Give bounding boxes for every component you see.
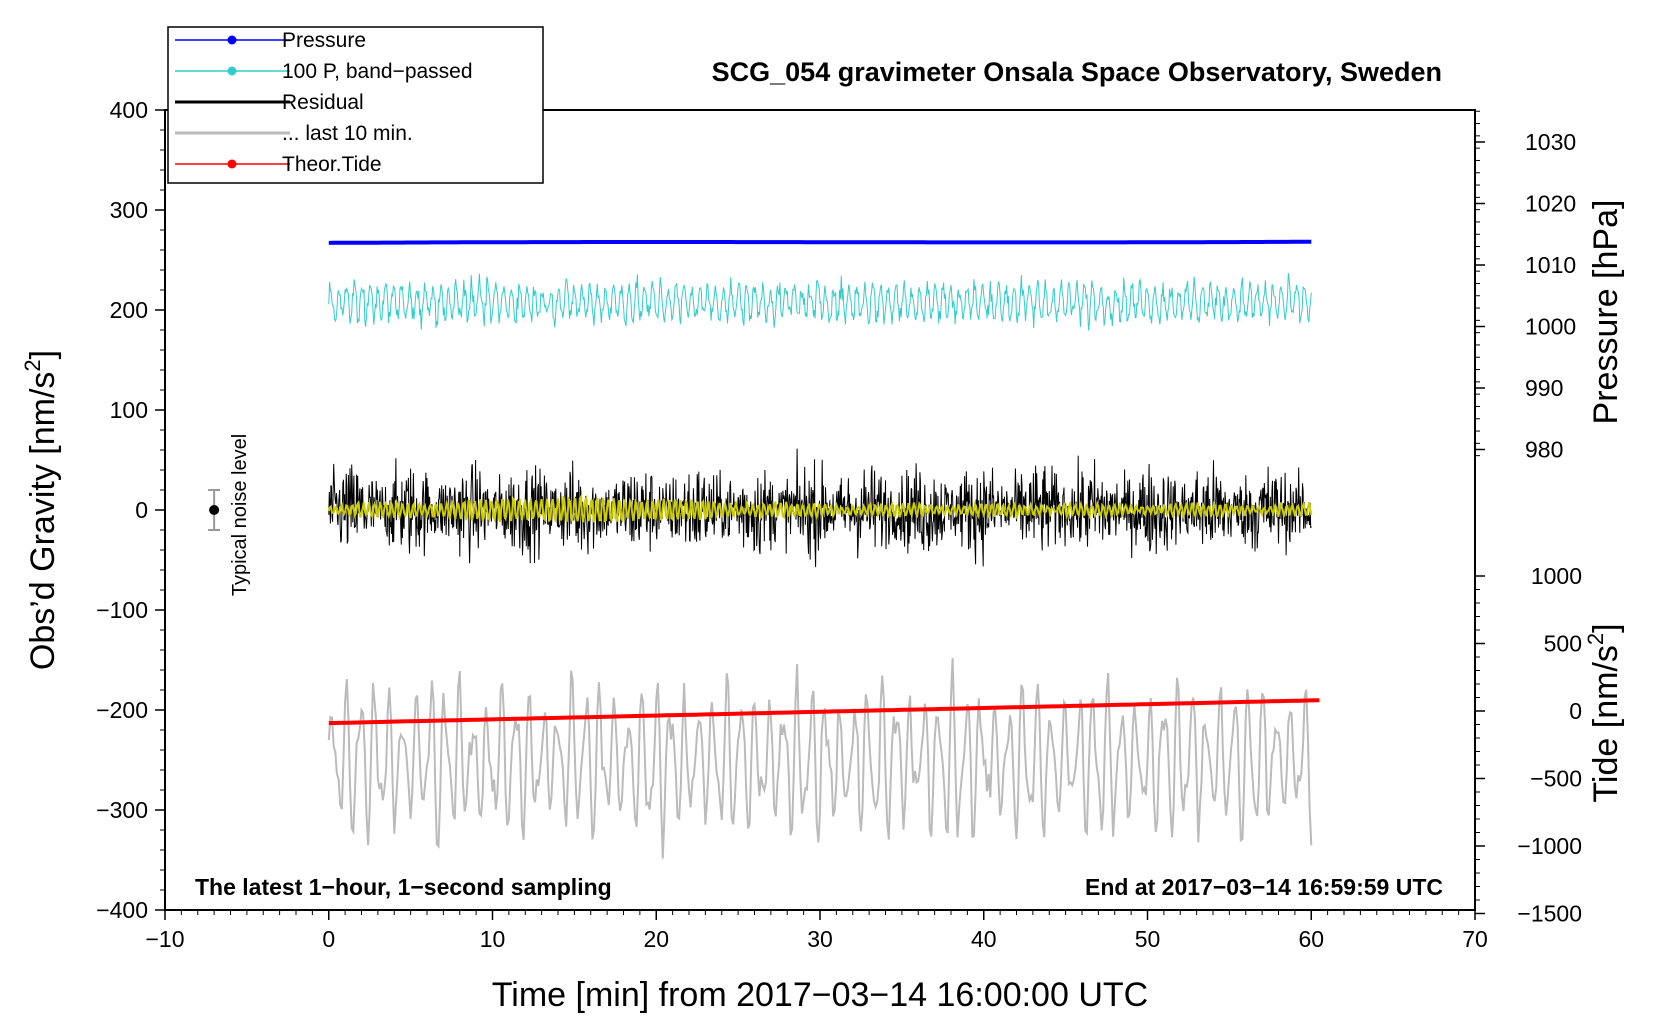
legend-label: Residual bbox=[282, 91, 364, 114]
series-pressure bbox=[328, 239, 1312, 245]
legend-box bbox=[167, 26, 544, 184]
pressure-tick-label: 1030 bbox=[1525, 129, 1576, 155]
y-axis-label-left-close: ] bbox=[24, 350, 62, 359]
series-residual-smoothed bbox=[327, 493, 1313, 524]
pressure-tick-label: 1010 bbox=[1525, 252, 1576, 278]
x-tick-label: 70 bbox=[1462, 926, 1488, 952]
y-axis-label-tide-main: Tide [nm/s bbox=[1587, 645, 1625, 802]
x-tick-label: 20 bbox=[643, 926, 669, 952]
y-left-tick-label: −300 bbox=[96, 797, 148, 823]
legend-marker bbox=[227, 35, 237, 45]
x-axis-label: Time [min] from 2017−03−14 16:00:00 UTC bbox=[492, 976, 1148, 1014]
series-theoretical-tide bbox=[328, 698, 1320, 726]
noise-level-label: Typical noise level bbox=[229, 434, 251, 596]
y-axis-label-left-main: Obs’d Gravity [nm/s bbox=[24, 372, 62, 671]
y-left-tick-label: −400 bbox=[96, 897, 148, 923]
legend-label: ... last 10 min. bbox=[282, 122, 413, 145]
y-axis-label-tide-close: ] bbox=[1587, 623, 1625, 632]
pressure-tick-label: 980 bbox=[1525, 437, 1563, 463]
series-last-10-min bbox=[327, 657, 1313, 859]
x-tick-label: 10 bbox=[480, 926, 506, 952]
series-pressure-band-passed bbox=[328, 273, 1312, 331]
x-tick-label: 60 bbox=[1298, 926, 1324, 952]
tide-tick-label: 1000 bbox=[1531, 563, 1582, 589]
pressure-tick-label: 990 bbox=[1525, 375, 1563, 401]
legend-label: Pressure bbox=[282, 29, 366, 52]
series-layer bbox=[327, 239, 1320, 859]
legend-marker bbox=[227, 66, 237, 76]
pressure-tick-label: 1000 bbox=[1525, 314, 1576, 340]
noise-level-point bbox=[209, 505, 220, 515]
x-tick-label: 30 bbox=[807, 926, 833, 952]
x-tick-label: 0 bbox=[322, 926, 335, 952]
ticks-layer: −10 0 10 20 30 40 50 60 704003002001000−100−200−… bbox=[96, 97, 1582, 952]
y-left-tick-label: 0 bbox=[135, 497, 148, 523]
tide-tick-label: 500 bbox=[1544, 631, 1582, 657]
legend-label: Theor.Tide bbox=[282, 153, 382, 176]
legend: Pressure 100 P, band−passed Residual ... la… bbox=[167, 26, 544, 184]
y-axis-label-left-sup: 2 bbox=[20, 359, 45, 371]
x-tick-label: −10 bbox=[145, 926, 184, 952]
y-axis-label-tide-sup: 2 bbox=[1583, 633, 1608, 645]
y-left-tick-label: 300 bbox=[110, 197, 148, 223]
x-tick-label: 40 bbox=[971, 926, 997, 952]
y-left-tick-label: 100 bbox=[110, 397, 148, 423]
y-left-tick-label: −200 bbox=[96, 697, 148, 723]
y-left-tick-label: −100 bbox=[96, 597, 148, 623]
y-axis-label-pressure: Pressure [hPa] bbox=[1587, 200, 1625, 425]
pressure-tick-label: 1020 bbox=[1525, 191, 1576, 217]
y-axis-label-left: Obs’d Gravity [nm/s2] bbox=[20, 350, 62, 670]
x-tick-label: 50 bbox=[1135, 926, 1161, 952]
annotation-sampling: The latest 1−hour, 1−second sampling bbox=[195, 874, 612, 900]
annotation-end-time: End at 2017−03−14 16:59:59 UTC bbox=[1085, 874, 1443, 900]
tide-tick-label: −500 bbox=[1530, 766, 1582, 792]
y-left-tick-label: 200 bbox=[110, 297, 148, 323]
y-left-tick-label: 400 bbox=[110, 97, 148, 123]
legend-marker bbox=[227, 159, 237, 169]
tide-tick-label: 0 bbox=[1569, 698, 1582, 724]
tide-tick-label: −1000 bbox=[1517, 833, 1582, 859]
y-axis-label-tide: Tide [nm/s2] bbox=[1583, 623, 1625, 802]
legend-label: 100 P, band−passed bbox=[282, 60, 473, 83]
noise-level-indicator: Typical noise level bbox=[208, 434, 251, 596]
tide-tick-label: −1500 bbox=[1517, 901, 1582, 927]
chart-title: SCG_054 gravimeter Onsala Space Observat… bbox=[712, 57, 1442, 87]
